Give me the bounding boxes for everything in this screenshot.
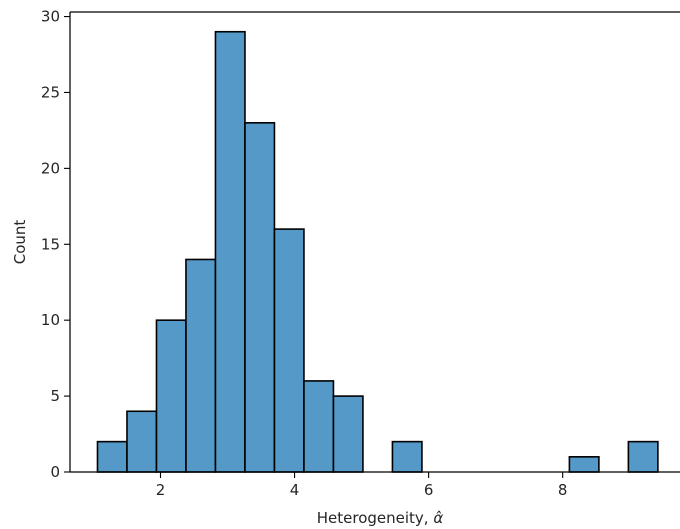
y-tick-label: 25 xyxy=(41,83,60,101)
x-tick-label: 8 xyxy=(558,481,568,499)
histogram-bar-0 xyxy=(96,440,128,473)
histogram-bar-1 xyxy=(126,410,158,473)
histogram-bar-4 xyxy=(214,30,246,473)
y-axis-label: Count xyxy=(11,220,29,265)
x-axis-label-symbol: α̂ xyxy=(433,509,443,527)
histogram-bar-7 xyxy=(303,380,335,473)
x-tick-label: 6 xyxy=(424,481,434,499)
x-tick-label: 4 xyxy=(290,481,300,499)
y-tick-label: 0 xyxy=(50,463,60,481)
y-tick-label: 10 xyxy=(41,311,60,329)
histogram-bar-16 xyxy=(568,456,600,473)
y-tick-label: 30 xyxy=(41,8,60,26)
histogram-bar-6 xyxy=(273,228,305,473)
histogram-bar-2 xyxy=(155,319,187,473)
y-ticks-group: 0 5 10 15 20 25 30 xyxy=(41,8,70,481)
y-tick-label: 20 xyxy=(41,159,60,177)
histogram-bar-8 xyxy=(332,395,364,473)
x-tick-label: 2 xyxy=(156,481,166,499)
histogram-bar-5 xyxy=(244,122,276,473)
x-axis-label: Heterogeneity, α̂ xyxy=(317,509,444,527)
y-tick-label: 15 xyxy=(41,235,60,253)
histogram-bar-3 xyxy=(185,258,217,473)
x-ticks-group: 2 4 6 8 xyxy=(156,472,568,499)
histogram-bar-18 xyxy=(627,440,659,473)
axes-group xyxy=(69,11,680,473)
histogram-bar-10 xyxy=(391,440,423,473)
y-tick-label: 5 xyxy=(50,387,60,405)
x-axis-label-text: Heterogeneity, xyxy=(317,509,434,527)
bars-group xyxy=(96,30,659,473)
